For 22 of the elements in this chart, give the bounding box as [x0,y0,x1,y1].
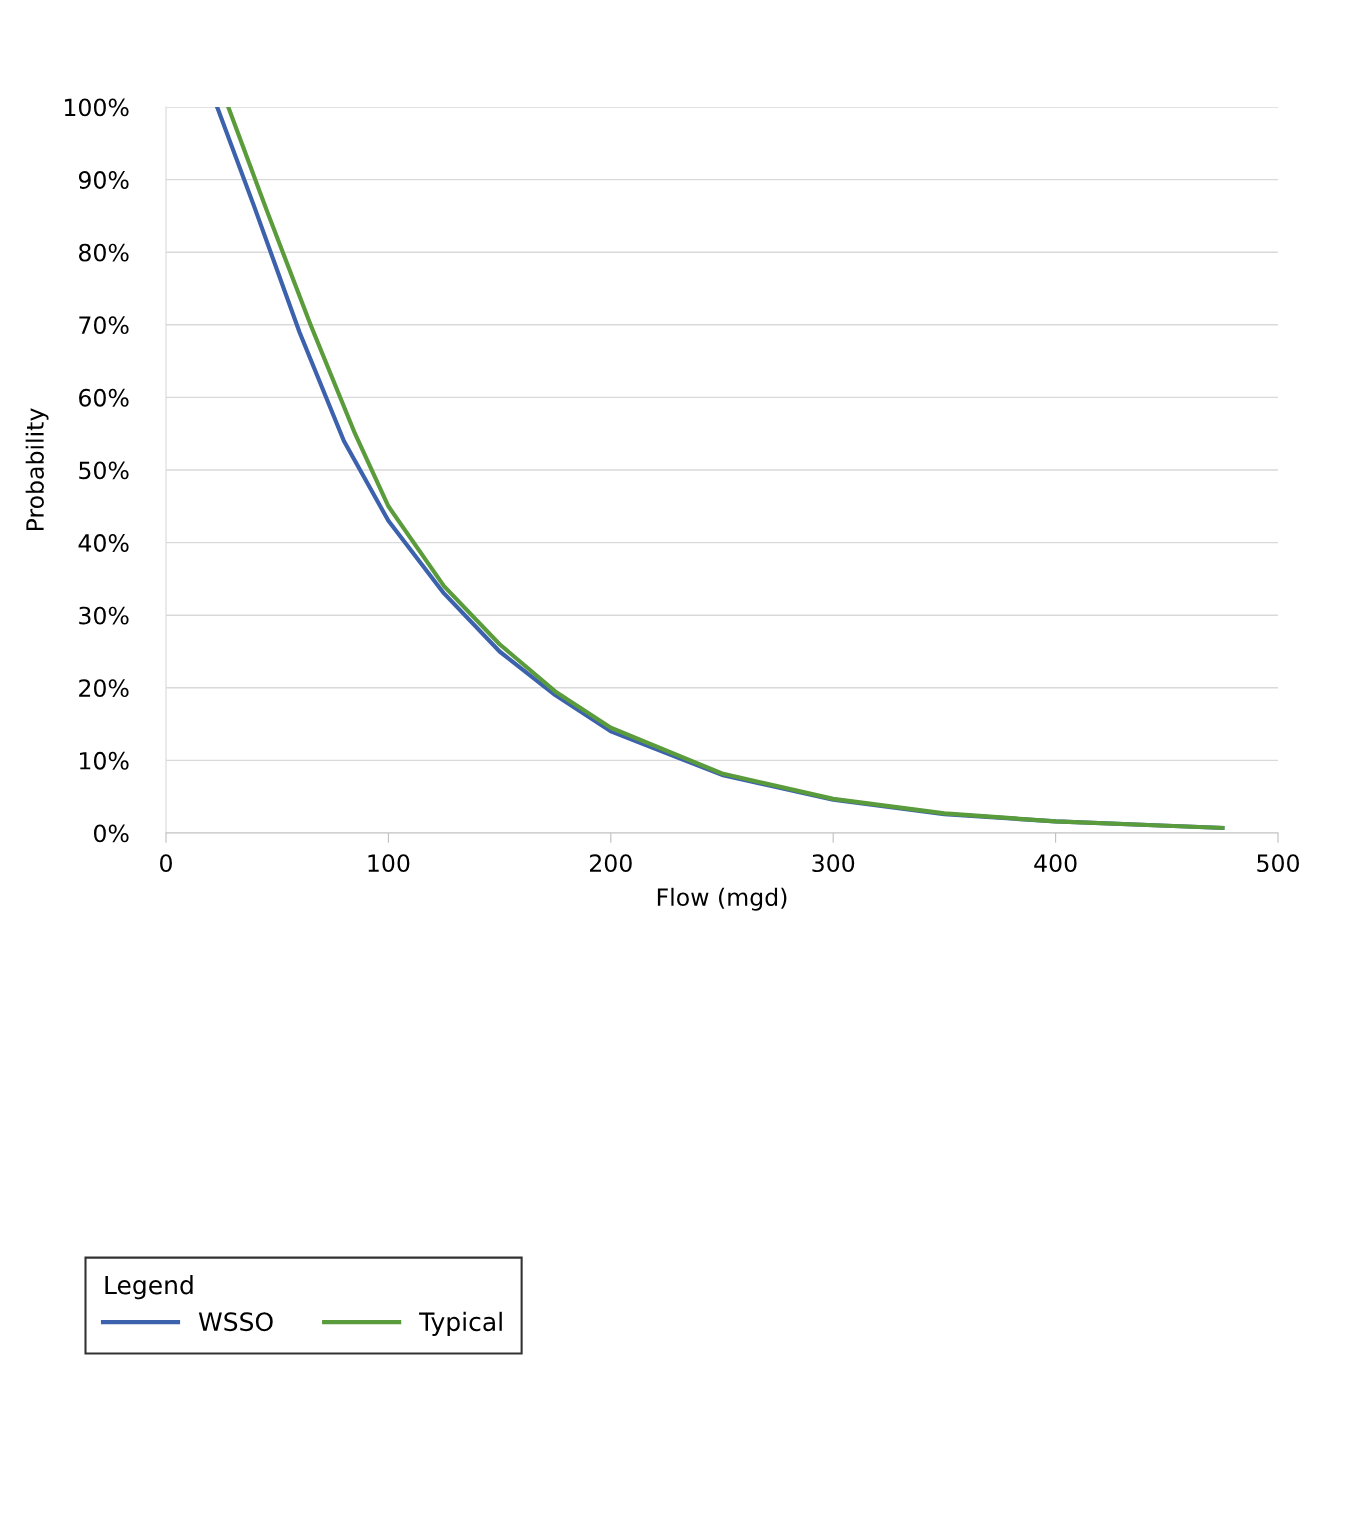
y-tick-label: 60% [79,388,129,407]
y-tick-label: 90% [78,171,129,189]
x-tick-label: 100 [368,854,410,873]
x-tick-label: 0 [160,854,172,873]
y-tick-label: 20% [79,679,129,698]
x-tick-label: 300 [812,854,855,873]
legend-title: Legend [105,1275,193,1300]
x-tick-label: 500 [1257,854,1299,873]
y-tick-label: 70% [79,316,129,335]
legend-label: Typical [419,1311,502,1336]
y-tick-label: 30% [79,606,129,625]
y-tick-label: 100% [64,98,129,117]
y-tick-label: 10% [80,751,129,770]
y-tick-label: 0% [93,824,129,843]
y-axis-title: Probability [25,408,49,531]
y-tick-label: 80% [79,243,129,262]
y-tick-label: 50% [79,461,129,480]
x-axis-title: Flow (mgd) [657,887,787,911]
x-tick-label: 200 [590,854,632,873]
legend-label: WSSO [198,1312,273,1332]
y-tick-label: 40% [78,534,129,552]
x-tick-label: 400 [1034,854,1077,873]
